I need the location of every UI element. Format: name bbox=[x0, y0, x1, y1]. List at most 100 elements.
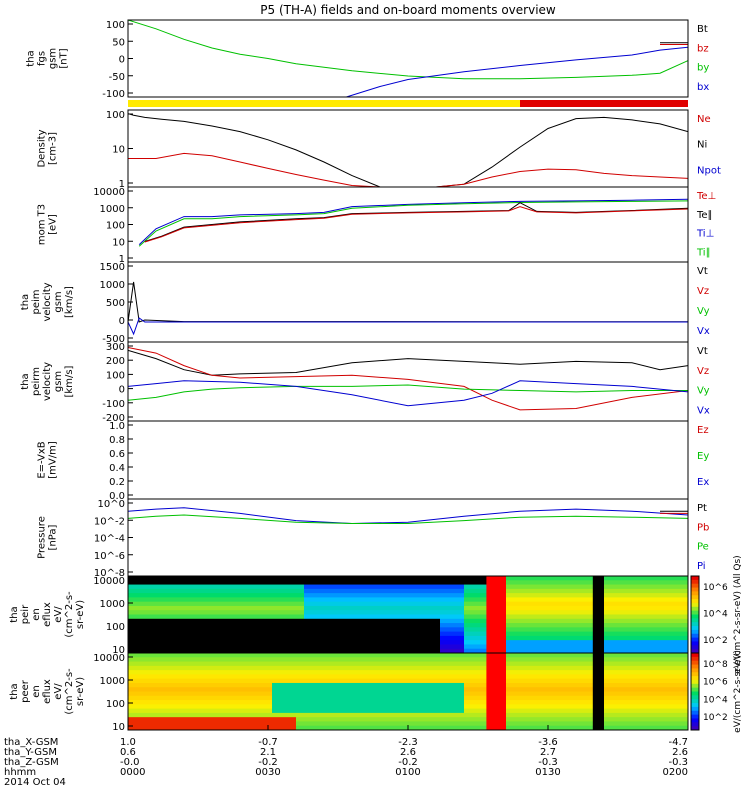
peir_eflux-cell bbox=[416, 623, 425, 628]
peer_eflux-cell bbox=[568, 678, 577, 684]
peir_eflux-cell bbox=[424, 576, 433, 581]
peir_eflux-cell bbox=[544, 623, 553, 628]
peir_eflux-cell bbox=[256, 635, 265, 641]
peer_eflux-cell bbox=[384, 661, 393, 667]
peer_eflux-cell bbox=[152, 700, 161, 705]
peir_eflux-cell bbox=[608, 631, 617, 637]
peer_eflux-cell bbox=[304, 712, 313, 718]
peer_eflux-cell bbox=[632, 653, 641, 658]
peir_eflux-cell bbox=[640, 584, 649, 590]
peir_eflux-cell bbox=[480, 576, 489, 581]
peir_eflux-cell bbox=[288, 635, 297, 641]
peer_eflux-cell bbox=[176, 682, 185, 688]
xaxis-tick-label-4: 0200 bbox=[663, 767, 688, 778]
peer_eflux-cell bbox=[432, 670, 441, 675]
peer_eflux-cell bbox=[624, 657, 633, 663]
peer_eflux-cell bbox=[472, 657, 481, 663]
peer_eflux-cell bbox=[600, 682, 609, 688]
peir_eflux-cell bbox=[520, 623, 529, 628]
peer_eflux-cell bbox=[416, 708, 425, 714]
peir_eflux-cell bbox=[264, 618, 273, 624]
peir_eflux-cell bbox=[224, 648, 233, 654]
peer_eflux-cell bbox=[216, 687, 225, 692]
peer_eflux-cell bbox=[440, 704, 449, 710]
peir_eflux-cell bbox=[392, 631, 401, 637]
peer_eflux-cell bbox=[176, 674, 185, 680]
peir_eflux-cell bbox=[248, 640, 257, 645]
peir_eflux-cell bbox=[432, 584, 441, 590]
peer_eflux-gap-1 bbox=[592, 653, 604, 730]
peer_eflux-cell bbox=[256, 687, 265, 692]
peer_eflux-cell bbox=[264, 657, 273, 663]
peir_eflux-cell bbox=[544, 597, 553, 603]
xaxis-row-label-4: 2014 Oct 04 bbox=[4, 777, 66, 788]
peir_eflux-cell bbox=[360, 593, 369, 598]
peer_eflux-cell bbox=[352, 708, 361, 714]
peir_eflux-colorbar-cell bbox=[691, 579, 699, 585]
peer_eflux-cell bbox=[544, 670, 553, 675]
peir_eflux-cell bbox=[304, 601, 313, 607]
peer_eflux-cell bbox=[376, 704, 385, 710]
peer_eflux-cell bbox=[672, 725, 681, 731]
peer_eflux-cell bbox=[352, 682, 361, 688]
peer_eflux-cell bbox=[552, 674, 561, 680]
peer_eflux-cell bbox=[616, 700, 625, 705]
peer_eflux-cell bbox=[192, 717, 201, 722]
peir_eflux-cell bbox=[280, 631, 289, 637]
peir_eflux-cell bbox=[480, 618, 489, 624]
peir_eflux-cell bbox=[256, 631, 265, 637]
peer_eflux-colorbar-tick: 10^8 bbox=[703, 660, 728, 670]
peer_eflux-cell bbox=[176, 687, 185, 692]
peir_eflux-cell bbox=[648, 644, 657, 650]
peer_eflux-cell bbox=[152, 653, 161, 658]
peer_eflux-cell bbox=[336, 653, 345, 658]
peer_eflux-cell bbox=[304, 682, 313, 688]
peir_eflux-cell bbox=[328, 576, 337, 581]
peer_eflux-cell bbox=[640, 717, 649, 722]
peer_eflux-cell bbox=[304, 704, 313, 710]
peer_eflux-cell bbox=[328, 687, 337, 692]
peir_eflux-cell bbox=[648, 597, 657, 603]
peir_eflux-cell bbox=[672, 627, 681, 633]
peer_eflux-cell bbox=[464, 687, 473, 692]
peer_eflux-cell bbox=[584, 653, 593, 658]
peer_eflux-cell bbox=[192, 687, 201, 692]
efield-ytick-label: 0.6 bbox=[109, 449, 125, 460]
peer_eflux-cell bbox=[392, 725, 401, 731]
peir_eflux-cell bbox=[240, 623, 249, 628]
peer_eflux-cell bbox=[168, 674, 177, 680]
peer_eflux-cell bbox=[640, 653, 649, 658]
peer_eflux-cell bbox=[152, 725, 161, 731]
peer_eflux-cell bbox=[616, 678, 625, 684]
peir_eflux-cell bbox=[472, 614, 481, 620]
peir_eflux-cell bbox=[224, 576, 233, 581]
peir_eflux-cell bbox=[176, 635, 185, 641]
peir_eflux-cell bbox=[472, 635, 481, 641]
peir_eflux-cell bbox=[648, 623, 657, 628]
peer_eflux-cell bbox=[136, 712, 145, 718]
peer_eflux-cell bbox=[216, 653, 225, 658]
density-ylabel-line: [cm-3] bbox=[48, 132, 59, 165]
peir_eflux-cell bbox=[208, 614, 217, 620]
peer_eflux-cell bbox=[440, 678, 449, 684]
peir_eflux-cell bbox=[520, 644, 529, 650]
peir_vel-ylabel: thapeirmvelocitygsm[km/s] bbox=[20, 362, 75, 401]
peir_eflux-cell bbox=[480, 614, 489, 620]
peer_eflux-cell bbox=[576, 687, 585, 692]
peer_eflux-cell bbox=[568, 674, 577, 680]
peer_eflux-cell bbox=[464, 700, 473, 705]
peir_eflux-cell bbox=[568, 631, 577, 637]
peir_eflux-cell bbox=[328, 605, 337, 611]
peir_eflux-cell bbox=[608, 588, 617, 594]
peer_eflux-cell bbox=[656, 721, 665, 727]
peir_eflux-cell bbox=[176, 605, 185, 611]
peir_eflux-cell bbox=[336, 631, 345, 637]
peim_vel-ylabel-line: [km/s] bbox=[64, 286, 75, 318]
peir_eflux-cell bbox=[288, 614, 297, 620]
peer_eflux-cell bbox=[400, 691, 409, 697]
peir_eflux-cell bbox=[504, 601, 513, 607]
peir_eflux-cell bbox=[160, 576, 169, 581]
peer_eflux-cell bbox=[576, 717, 585, 722]
peer_eflux-cell bbox=[272, 704, 281, 710]
peir_eflux-cell bbox=[632, 593, 641, 598]
